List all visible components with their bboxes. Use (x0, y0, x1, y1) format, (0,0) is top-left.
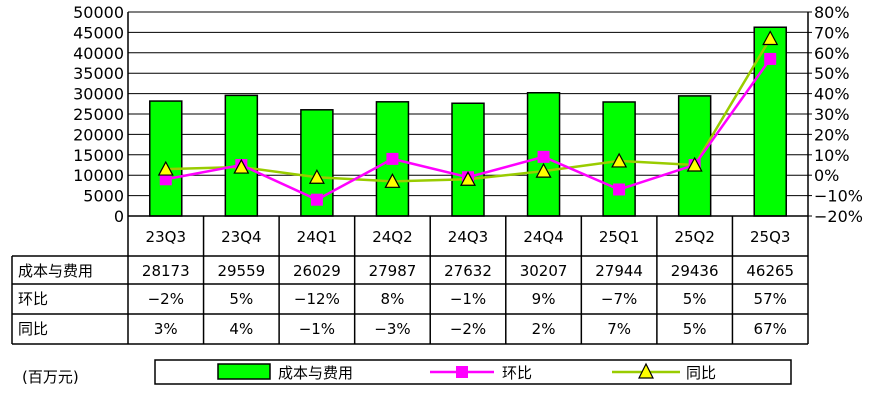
category-label: 25Q2 (674, 228, 714, 246)
legend-yoy-marker (638, 362, 654, 379)
data-label: −7% (601, 290, 637, 308)
yoy-point (762, 30, 779, 46)
data-label: 8% (381, 290, 405, 308)
legend-label: 环比 (502, 364, 532, 382)
right-tick-label: −10% (814, 187, 863, 206)
row-header: 成本与费用 (18, 262, 93, 280)
qoq-point (386, 152, 399, 165)
left-tick-label: 50000 (73, 3, 124, 22)
category-label: 24Q1 (297, 228, 337, 246)
data-label: −1% (299, 320, 335, 338)
left-tick-label: 35000 (73, 64, 124, 83)
qoq-point (537, 150, 550, 163)
right-tick-label: 10% (814, 146, 850, 165)
qoq-point (159, 173, 172, 186)
data-label: 26029 (293, 262, 341, 280)
bar (149, 100, 183, 217)
category-label: 24Q2 (372, 228, 412, 246)
data-label: 3% (154, 320, 178, 338)
category-label: 24Q4 (523, 228, 563, 246)
data-label: 2% (532, 320, 556, 338)
row-header: 环比 (18, 290, 48, 308)
data-label: 9% (532, 290, 556, 308)
yoy-point (535, 162, 552, 178)
yoy-point (459, 171, 477, 186)
row-header: 同比 (18, 320, 48, 338)
left-tick-label: 30000 (73, 85, 124, 104)
yoy-point (384, 173, 401, 188)
right-tick-label: −20% (814, 207, 863, 226)
category-label: 23Q4 (221, 228, 261, 246)
data-label: −2% (450, 320, 486, 338)
legend-label: 同比 (686, 364, 716, 382)
bar (677, 95, 712, 217)
bar (451, 102, 485, 217)
qoq-point (613, 183, 626, 196)
legend-label: 成本与费用 (278, 364, 353, 382)
right-tick-label: 20% (814, 125, 850, 144)
left-tick-label: 25000 (73, 105, 124, 124)
data-label: 28173 (142, 262, 190, 280)
legend-qoq-marker (456, 366, 468, 378)
right-tick-label: 70% (814, 23, 850, 42)
right-tick-label: 80% (814, 3, 850, 22)
data-label: −3% (374, 320, 410, 338)
bar (224, 94, 259, 217)
left-tick-label: 45000 (73, 23, 124, 42)
left-tick-label: 0 (114, 207, 124, 226)
qoq-point (310, 193, 323, 206)
right-tick-label: 0% (814, 166, 839, 185)
category-label: 25Q1 (599, 228, 639, 246)
data-label: 27632 (444, 262, 492, 280)
data-label: 5% (683, 320, 707, 338)
left-tick-label: 5000 (83, 187, 124, 206)
qoq-point (764, 52, 777, 65)
yoy-point (233, 158, 250, 174)
data-label: 46265 (746, 262, 794, 280)
unit-label: (百万元) (22, 368, 79, 386)
left-tick-label: 15000 (73, 146, 124, 165)
data-label: 27987 (369, 262, 417, 280)
data-label: 30207 (520, 262, 568, 280)
data-label: 29436 (671, 262, 719, 280)
data-label: −1% (450, 290, 486, 308)
data-label: −2% (148, 290, 184, 308)
category-label: 24Q3 (448, 228, 488, 246)
yoy-point (686, 156, 703, 172)
data-label: 57% (754, 290, 787, 308)
data-label: 27944 (595, 262, 643, 280)
data-label: 67% (754, 320, 787, 338)
category-label: 23Q3 (146, 228, 186, 246)
data-label: 7% (607, 320, 631, 338)
yoy-point (611, 152, 628, 168)
data-label: 5% (229, 290, 253, 308)
yoy-point (157, 160, 174, 176)
data-label: 29559 (217, 262, 265, 280)
left-tick-label: 40000 (73, 44, 124, 63)
left-tick-label: 10000 (73, 166, 124, 185)
right-tick-label: 60% (814, 44, 850, 63)
data-label: 5% (683, 290, 707, 308)
right-tick-label: 40% (814, 85, 850, 104)
yoy-point (308, 168, 325, 184)
data-label: 4% (229, 320, 253, 338)
right-tick-label: 50% (814, 64, 850, 83)
data-label: −12% (294, 290, 340, 308)
legend-bar-swatch (217, 363, 271, 380)
category-label: 25Q3 (750, 228, 790, 246)
right-tick-label: 30% (814, 105, 850, 124)
left-tick-label: 20000 (73, 125, 124, 144)
